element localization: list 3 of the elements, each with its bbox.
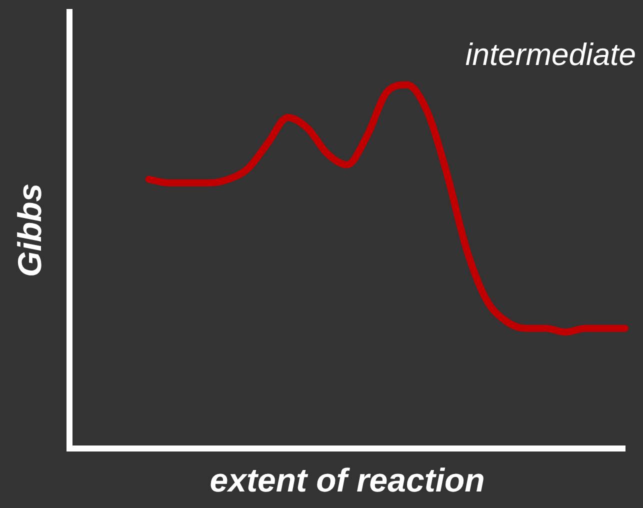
y-axis-title: Gibbs <box>10 183 48 277</box>
text: intermediate <box>465 37 636 72</box>
x-axis-title: extent of reaction <box>210 461 485 498</box>
